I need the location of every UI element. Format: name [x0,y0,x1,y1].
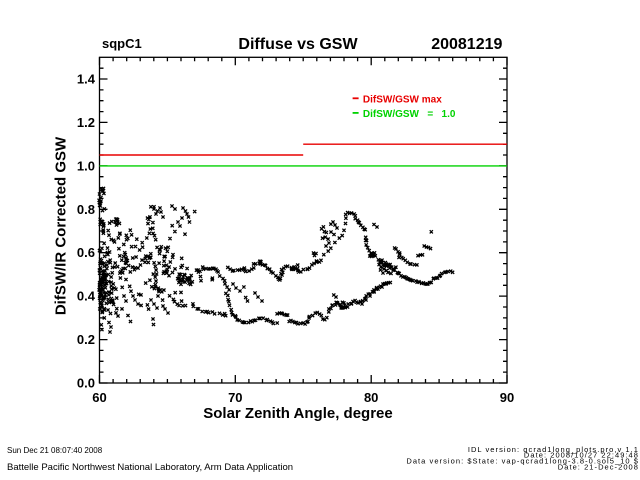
svg-text:Battelle Pacific Northwest Nat: Battelle Pacific Northwest National Labo… [7,462,293,473]
svg-text:20081219: 20081219 [431,36,502,53]
svg-text:Diffuse vs GSW: Diffuse vs GSW [238,36,358,53]
svg-text:1.2: 1.2 [77,115,95,130]
svg-text:Date: 2008/10/27 22:49:48: Date: 2008/10/27 22:49:48 [524,451,639,460]
svg-text:Date: 21-Dec-2008: Date: 21-Dec-2008 [558,462,639,471]
svg-text:1.0: 1.0 [77,158,95,173]
svg-text:DifSW/GSW = 1.0: DifSW/GSW = 1.0 [363,109,456,120]
svg-text:DifSW/IR Corrected GSW: DifSW/IR Corrected GSW [53,136,70,315]
svg-text:0.2: 0.2 [77,332,95,347]
svg-text:Solar Zenith Angle, degree: Solar Zenith Angle, degree [203,405,392,422]
svg-text:0.4: 0.4 [77,289,96,304]
svg-text:60: 60 [92,390,106,405]
svg-text:sqpC1: sqpC1 [102,36,142,51]
svg-text:1.4: 1.4 [77,72,96,87]
svg-text:90: 90 [500,390,514,405]
svg-text:IDL version: qcrad1long_plots.: IDL version: qcrad1long_plots.pro,v 1.1 [468,445,639,454]
svg-text:Sun Dec 21 08:07:40 2008: Sun Dec 21 08:07:40 2008 [7,446,103,455]
svg-text:0.8: 0.8 [77,202,95,217]
svg-text:Data version: $State: vap-qcra: Data version: $State: vap-qcrad1long-3.8… [406,457,639,466]
svg-text:0.0: 0.0 [77,376,95,391]
svg-text:DifSW/GSW max: DifSW/GSW max [363,94,442,105]
svg-text:70: 70 [228,390,242,405]
svg-text:80: 80 [364,390,378,405]
svg-text:0.6: 0.6 [77,245,95,260]
